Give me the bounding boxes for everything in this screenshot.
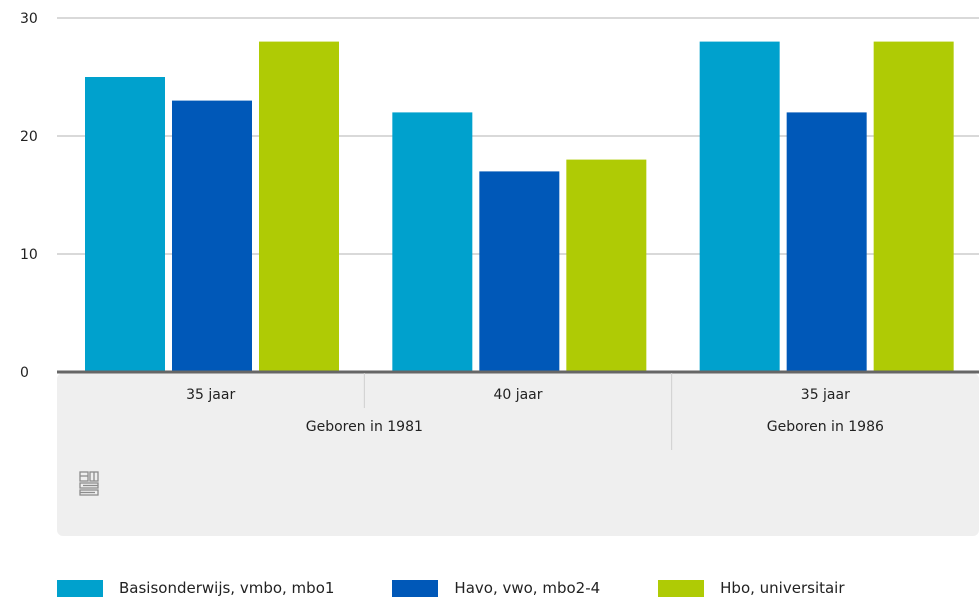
bar [786,112,867,373]
legend-swatch [392,579,439,597]
y-tick-label: 30 [20,11,38,27]
bar [873,41,954,372]
y-tick-label: 20 [20,129,38,145]
bar [392,112,473,373]
x-tick-label: 35 jaar [186,387,235,403]
bar [479,171,560,372]
bar [85,77,165,372]
legend-swatch [57,579,103,597]
legend-item-havo: Havo, vwo, mbo2-4 [392,579,600,597]
legend-label: Hbo, universitair [720,579,845,597]
x-group-label: Geboren in 1981 [306,419,423,435]
y-tick-label: 0 [20,365,29,381]
y-axis-ticks: 0 10 20 30 [20,11,38,381]
bar [699,41,780,372]
x-group-label: Geboren in 1986 [767,419,884,435]
legend-label: Basisonderwijs, vmbo, mbo1 [119,579,335,597]
legend: Basisonderwijs, vmbo, mbo1 Havo, vwo, mb… [57,579,903,597]
bar [259,41,339,372]
y-tick-label: 10 [20,247,38,263]
x-tick-label: 35 jaar [801,387,850,403]
category-axis-panel [57,373,979,536]
legend-item-hbo: Hbo, universitair [658,579,845,597]
bar [172,100,252,372]
x-axis-labels: 35 jaar 40 jaar 35 jaar Geboren in 1981 Gebo… [186,373,884,450]
bars [85,41,954,373]
legend-item-basisonderwijs: Basisonderwijs, vmbo, mbo1 [57,579,334,597]
legend-label: Havo, vwo, mbo2-4 [454,579,601,597]
legend-swatch [658,579,705,597]
bar [566,159,647,372]
x-tick-label: 40 jaar [493,387,542,403]
cbs-logo-icon [79,471,99,496]
